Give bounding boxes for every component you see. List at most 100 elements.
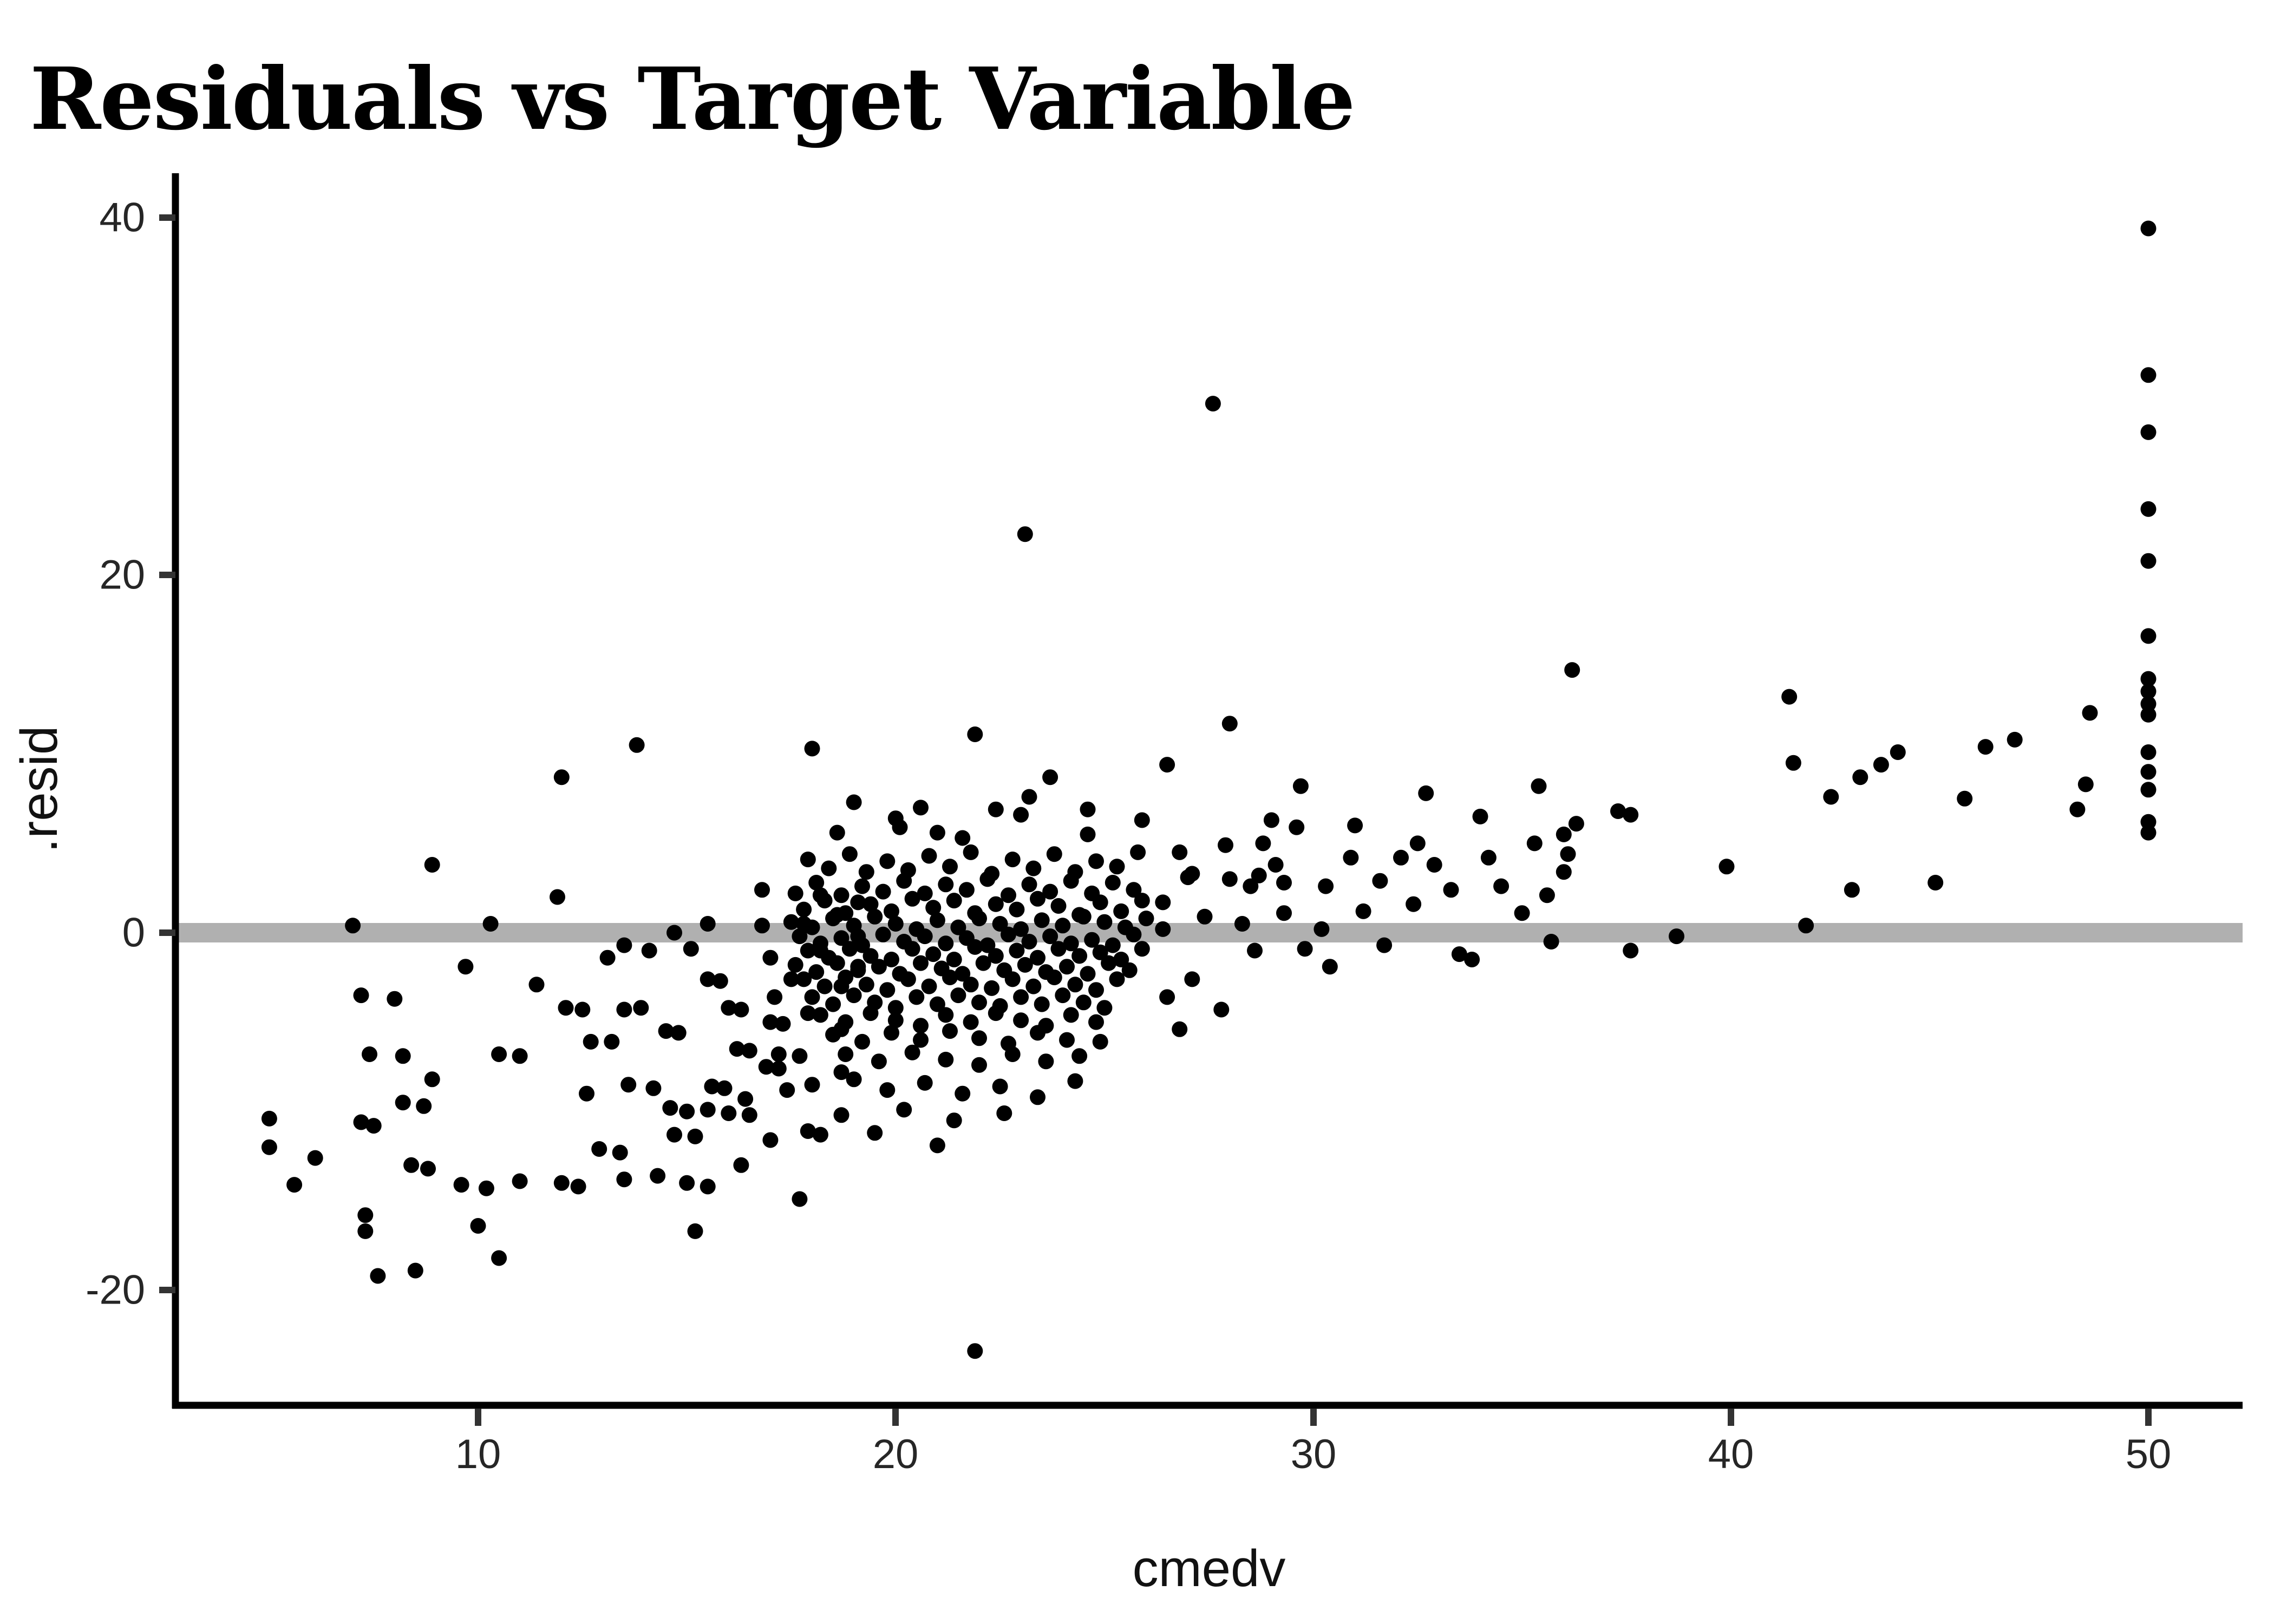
data-point — [1568, 816, 1584, 832]
data-point — [2140, 696, 2157, 712]
data-point — [904, 890, 920, 907]
data-point — [887, 1000, 904, 1016]
data-point — [858, 864, 874, 880]
data-point — [1134, 941, 1150, 957]
data-point — [345, 918, 361, 934]
data-point — [2140, 782, 2157, 798]
data-point — [854, 1033, 870, 1050]
data-point — [879, 1082, 896, 1098]
data-point — [913, 1032, 929, 1048]
data-point — [975, 955, 991, 971]
data-point — [871, 959, 887, 975]
data-point — [666, 1127, 682, 1143]
data-point — [988, 948, 1004, 964]
data-points-layer — [261, 220, 2157, 1359]
data-point — [938, 1051, 954, 1068]
data-point — [804, 741, 820, 757]
data-point — [1276, 905, 1292, 921]
data-point — [1560, 846, 1576, 862]
data-point — [2140, 367, 2157, 383]
data-point — [996, 1105, 1012, 1121]
data-point — [579, 1085, 594, 1102]
data-point — [988, 1005, 1004, 1021]
data-point — [1418, 785, 1434, 801]
data-point — [470, 1218, 486, 1234]
x-tick-label: 50 — [2126, 1431, 2172, 1477]
data-point — [1034, 996, 1050, 1012]
data-point — [1159, 989, 1175, 1005]
data-point — [616, 937, 632, 953]
data-point — [967, 939, 983, 955]
data-point — [816, 978, 833, 994]
data-point — [2069, 801, 2086, 817]
data-point — [1213, 1001, 1230, 1018]
data-point — [1080, 966, 1096, 982]
data-point — [1318, 878, 1334, 894]
data-point — [1030, 1089, 1045, 1105]
data-point — [700, 916, 716, 932]
data-point — [583, 1033, 599, 1050]
data-point — [979, 871, 996, 887]
data-point — [1781, 689, 1798, 705]
data-point — [662, 1100, 678, 1116]
data-point — [971, 1030, 987, 1046]
data-point — [2140, 683, 2157, 699]
data-point — [838, 1046, 854, 1062]
data-point — [792, 1191, 808, 1207]
data-point — [704, 1078, 720, 1095]
data-point — [1852, 769, 1868, 785]
data-point — [917, 1075, 933, 1091]
data-point — [1823, 789, 1839, 805]
data-point — [1234, 916, 1250, 932]
data-point — [1276, 875, 1292, 890]
data-point — [478, 1180, 494, 1196]
data-point — [833, 1107, 850, 1123]
data-point — [1050, 941, 1067, 957]
data-point — [846, 987, 862, 1004]
data-point — [729, 1041, 745, 1057]
data-point — [929, 1137, 945, 1154]
data-point — [558, 1000, 574, 1016]
data-point — [633, 1000, 649, 1016]
data-point — [846, 918, 862, 934]
data-point — [1084, 932, 1100, 948]
data-point — [1030, 949, 1045, 966]
data-point — [917, 885, 933, 901]
data-point — [1798, 918, 1814, 934]
data-point — [1556, 864, 1572, 880]
data-point — [787, 885, 803, 901]
data-point — [887, 810, 904, 827]
data-point — [992, 916, 1008, 932]
data-point — [921, 978, 937, 994]
data-point — [721, 1105, 737, 1121]
data-point — [1013, 1012, 1029, 1029]
data-point — [1564, 662, 1580, 678]
data-point — [925, 946, 942, 962]
data-point — [792, 928, 808, 945]
data-point — [2082, 705, 2098, 721]
data-point — [599, 949, 616, 966]
data-point — [829, 824, 845, 841]
data-point — [875, 926, 891, 942]
data-point — [804, 919, 820, 935]
data-point — [867, 908, 883, 925]
data-point — [841, 941, 858, 957]
data-point — [679, 1175, 695, 1191]
data-point — [629, 737, 645, 753]
data-point — [1322, 959, 1338, 975]
data-point — [767, 989, 783, 1005]
data-point — [1092, 1033, 1108, 1050]
data-point — [1063, 935, 1079, 952]
y-axis-title: .resid — [10, 726, 68, 853]
data-point — [862, 896, 879, 912]
data-point — [963, 1014, 979, 1030]
data-point — [307, 1150, 323, 1166]
data-point — [1197, 908, 1213, 925]
data-point — [1718, 859, 1735, 875]
data-point — [357, 1207, 374, 1223]
data-point — [1105, 875, 1121, 890]
data-point — [967, 726, 983, 742]
data-point — [1113, 903, 1129, 919]
data-point — [1067, 1073, 1083, 1089]
